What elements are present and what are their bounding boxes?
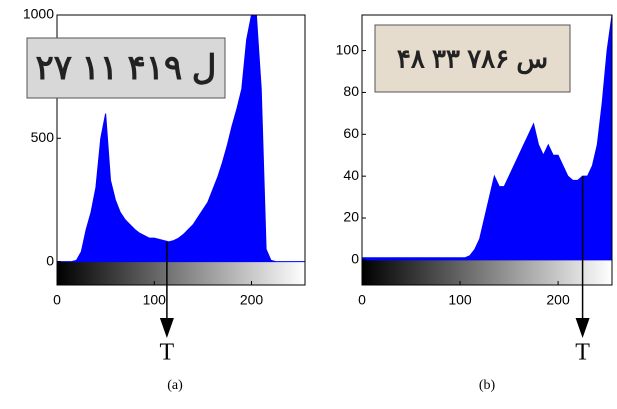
x-tick-label: 0 [53, 292, 61, 308]
y-tick-label: 0 [46, 252, 54, 268]
x-tick-label: 0 [358, 292, 366, 308]
y-tick-label: 60 [343, 125, 359, 141]
x-tick-label: 200 [240, 292, 264, 308]
histogram-area [57, 14, 305, 263]
gray-bar [57, 261, 305, 285]
plate-text: ۴۸ س ۷۸۶ ۳۳ [397, 43, 548, 74]
caption: (b) [479, 378, 496, 393]
histogram-area [361, 14, 613, 261]
y-tick-label: 80 [343, 83, 359, 99]
threshold-label: T [575, 340, 590, 366]
x-tick-label: 100 [448, 292, 472, 308]
plate-text: ۲۷ ل ۴۱۹ ۱۱ [36, 49, 217, 87]
axes-box [56, 14, 306, 286]
caption: (a) [167, 378, 183, 393]
x-tick-label: 200 [546, 292, 570, 308]
y-tick-label: 1000 [23, 6, 54, 22]
gray-bar [362, 259, 612, 285]
arrow-head [159, 318, 174, 338]
plate-image [26, 37, 226, 99]
y-tick-label: 100 [336, 41, 360, 57]
y-tick-label: 20 [343, 209, 359, 225]
y-tick-label: 40 [343, 167, 359, 183]
threshold-label: T [160, 340, 175, 366]
y-tick-label: 500 [31, 129, 55, 145]
plate-image [374, 24, 571, 93]
y-tick-label: 0 [351, 251, 359, 267]
axes-box [361, 14, 613, 286]
arrow-head [575, 318, 590, 338]
x-tick-label: 100 [143, 292, 167, 308]
